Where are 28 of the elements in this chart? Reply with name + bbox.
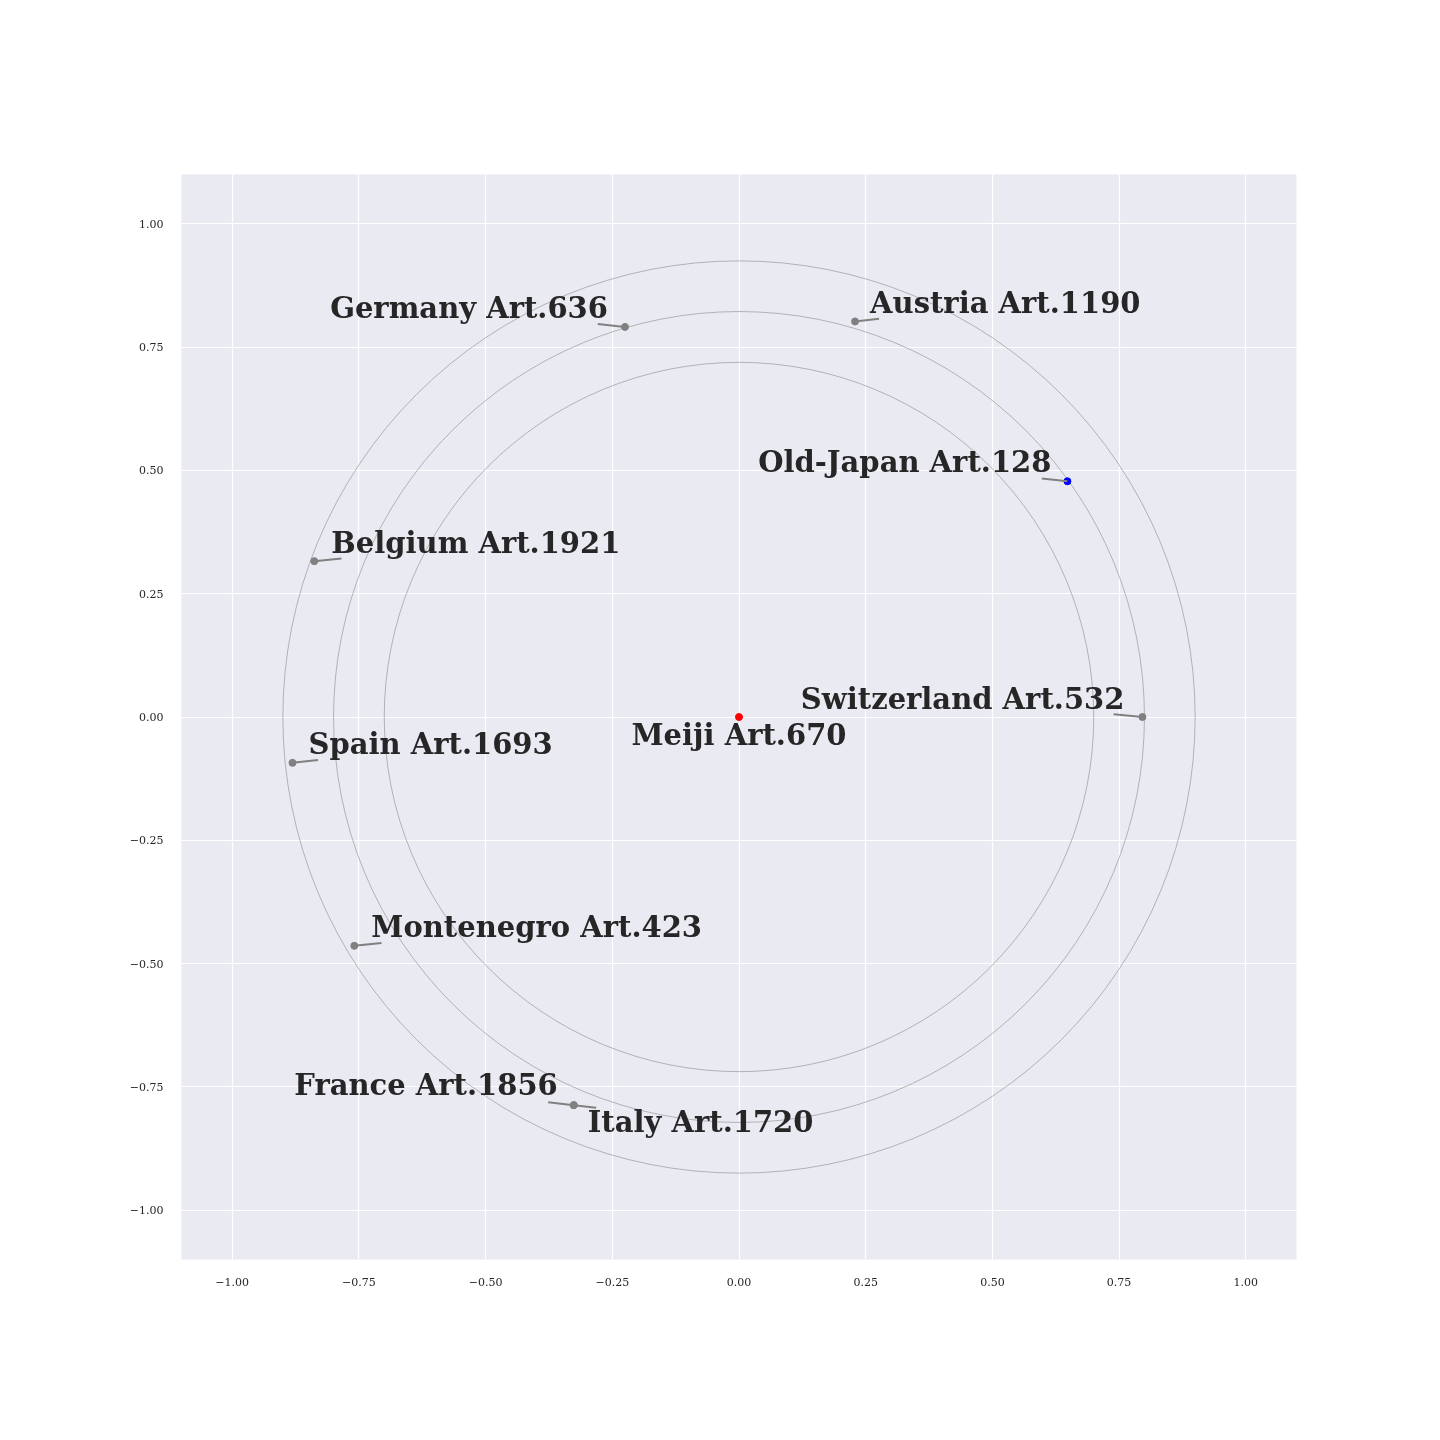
annotation: Belgium Art.1921 [331,526,621,561]
y-tick-label: 0.25 [139,587,164,601]
x-tick-label: −0.25 [595,1275,630,1289]
x-tick-label: 0.25 [853,1275,878,1289]
y-tick-label: 1.00 [139,217,164,231]
annotation: Montenegro Art.423 [371,909,703,944]
x-tick-label: −0.75 [342,1275,376,1289]
y-tick-label: −0.50 [129,957,164,971]
annotation: Italy Art.1720 [587,1105,814,1140]
y-tick-label: −0.25 [129,834,164,848]
x-tick-label: 1.00 [1233,1275,1259,1289]
annotation: Spain Art.1693 [308,726,553,761]
annotation: Meiji Art.670 [631,718,847,752]
y-tick-label: 0.00 [139,711,164,724]
annotation: Austria Art.1190 [869,286,1141,321]
y-tick-label: 0.75 [139,341,164,355]
annotation: Old-Japan Art.128 [758,445,1052,480]
y-tick-label: −0.75 [129,1080,164,1094]
x-tick-label: 0.75 [1106,1275,1132,1289]
y-tick-label: −1.00 [129,1204,164,1218]
x-tick-label: −0.50 [468,1275,503,1289]
annotation: Switzerland Art.532 [800,682,1125,716]
x-tick-label: 0.00 [726,1275,752,1289]
x-tick-label: 0.50 [980,1275,1005,1289]
x-tick-label: −1.00 [215,1275,250,1289]
y-tick-label: 0.50 [139,464,164,478]
annotation: Germany Art.636 [330,290,608,325]
annotation: France Art.1856 [294,1068,558,1103]
